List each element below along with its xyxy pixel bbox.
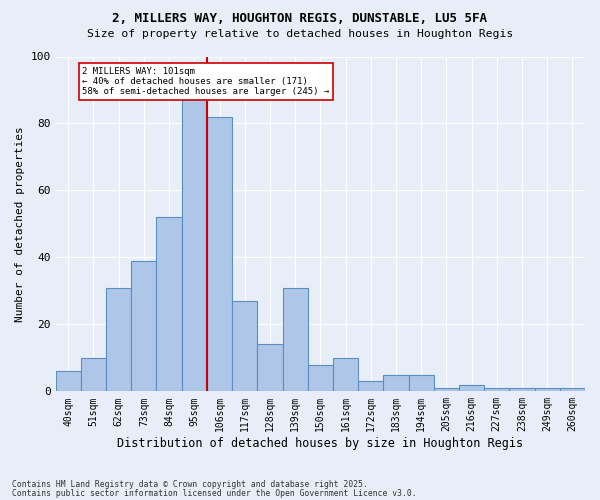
Text: 2 MILLERS WAY: 101sqm
← 40% of detached houses are smaller (171)
58% of semi-det: 2 MILLERS WAY: 101sqm ← 40% of detached … [82,66,329,96]
X-axis label: Distribution of detached houses by size in Houghton Regis: Distribution of detached houses by size … [117,437,523,450]
Bar [383,374,409,392]
Bar [157,217,182,392]
Bar [232,301,257,392]
Bar [434,388,459,392]
Bar [560,388,585,392]
Text: 2, MILLERS WAY, HOUGHTON REGIS, DUNSTABLE, LU5 5FA: 2, MILLERS WAY, HOUGHTON REGIS, DUNSTABL… [113,12,487,26]
Bar [358,382,383,392]
Bar [257,344,283,392]
Bar [459,384,484,392]
Bar [81,358,106,392]
Text: Contains HM Land Registry data © Crown copyright and database right 2025.: Contains HM Land Registry data © Crown c… [12,480,368,489]
Bar [131,260,157,392]
Bar [182,96,207,392]
Bar [56,371,81,392]
Text: Contains public sector information licensed under the Open Government Licence v3: Contains public sector information licen… [12,489,416,498]
Bar [207,117,232,392]
Bar [509,388,535,392]
Bar [283,288,308,392]
Y-axis label: Number of detached properties: Number of detached properties [15,126,25,322]
Bar [333,358,358,392]
Bar [106,288,131,392]
Bar [409,374,434,392]
Bar [535,388,560,392]
Bar [308,364,333,392]
Text: Size of property relative to detached houses in Houghton Regis: Size of property relative to detached ho… [87,29,513,39]
Bar [484,388,509,392]
